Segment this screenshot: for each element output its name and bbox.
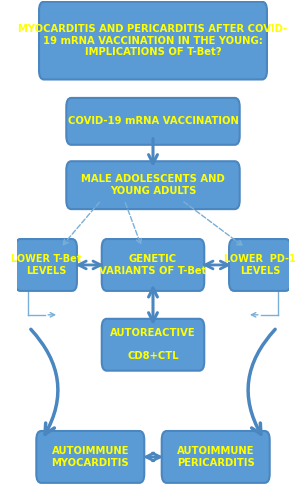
FancyBboxPatch shape [66, 98, 240, 145]
FancyArrowPatch shape [31, 330, 58, 434]
Text: MYOCARDITIS AND PERICARDITIS AFTER COVID-
19 mRNA VACCINATION IN THE YOUNG:
IMPL: MYOCARDITIS AND PERICARDITIS AFTER COVID… [18, 24, 288, 57]
FancyBboxPatch shape [229, 239, 291, 291]
Text: AUTOIMMUNE
PERICARDITIS: AUTOIMMUNE PERICARDITIS [177, 446, 255, 468]
Text: LOWER T-Bet
LEVELS: LOWER T-Bet LEVELS [11, 254, 81, 276]
Text: AUTOREACTIVE

CD8+CTL: AUTOREACTIVE CD8+CTL [110, 328, 196, 362]
FancyBboxPatch shape [36, 431, 144, 483]
Text: LOWER  PD-1
LEVELS: LOWER PD-1 LEVELS [224, 254, 296, 276]
FancyBboxPatch shape [102, 239, 204, 291]
Text: MALE ADOLESCENTS AND
YOUNG ADULTS: MALE ADOLESCENTS AND YOUNG ADULTS [81, 174, 225, 196]
FancyBboxPatch shape [15, 239, 77, 291]
FancyBboxPatch shape [162, 431, 270, 483]
FancyBboxPatch shape [66, 161, 240, 209]
FancyArrowPatch shape [248, 330, 275, 434]
Text: GENETIC
VARIANTS OF T-Bet: GENETIC VARIANTS OF T-Bet [99, 254, 207, 276]
FancyBboxPatch shape [102, 319, 204, 370]
Text: AUTOIMMUNE
MYOCARDITIS: AUTOIMMUNE MYOCARDITIS [51, 446, 129, 468]
FancyBboxPatch shape [39, 2, 267, 80]
Text: COVID-19 mRNA VACCINATION: COVID-19 mRNA VACCINATION [68, 116, 238, 126]
